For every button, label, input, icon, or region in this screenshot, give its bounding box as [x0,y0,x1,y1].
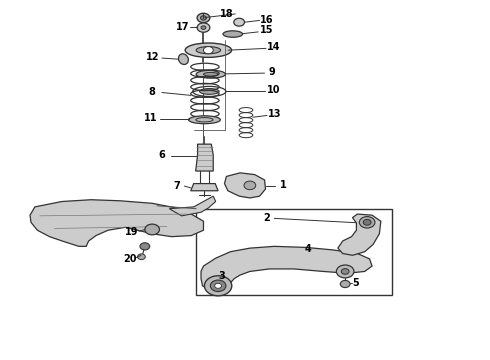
Polygon shape [196,144,213,171]
Ellipse shape [199,89,219,94]
Text: 13: 13 [268,109,281,119]
Circle shape [244,181,256,190]
Circle shape [201,26,206,30]
Text: 16: 16 [260,15,274,25]
Ellipse shape [196,46,220,54]
Polygon shape [30,200,203,246]
Circle shape [234,18,245,26]
Circle shape [197,23,210,32]
Circle shape [336,265,354,278]
Text: 20: 20 [123,254,137,264]
Circle shape [363,220,371,225]
Ellipse shape [203,72,218,76]
Text: 12: 12 [147,52,160,62]
Circle shape [140,243,150,250]
Circle shape [215,283,221,288]
Text: 8: 8 [149,87,156,97]
Text: 14: 14 [267,42,280,52]
Circle shape [204,276,232,296]
Text: 5: 5 [352,278,359,288]
Text: 7: 7 [173,181,180,191]
Text: 11: 11 [145,113,158,123]
Circle shape [341,269,349,274]
Text: 3: 3 [219,271,225,281]
Polygon shape [191,184,218,191]
Circle shape [359,217,375,228]
Ellipse shape [223,31,243,37]
Circle shape [200,16,206,20]
Circle shape [145,224,159,235]
Text: 4: 4 [304,244,311,254]
Bar [196,209,392,295]
Text: 9: 9 [269,67,275,77]
Text: 18: 18 [220,9,234,19]
Polygon shape [201,246,372,293]
Circle shape [197,13,210,23]
Text: 19: 19 [125,227,138,237]
Circle shape [203,46,213,54]
Ellipse shape [178,54,189,64]
Ellipse shape [196,70,225,78]
Text: 17: 17 [176,22,189,32]
Circle shape [138,254,146,260]
Circle shape [210,280,226,292]
Ellipse shape [185,43,232,57]
Text: 10: 10 [267,85,280,95]
Polygon shape [169,196,216,216]
Text: 15: 15 [260,26,274,35]
Polygon shape [338,214,381,255]
Text: 1: 1 [280,180,287,190]
Text: 6: 6 [159,150,165,160]
Circle shape [340,280,350,288]
Text: 2: 2 [264,213,270,222]
Ellipse shape [189,116,220,124]
Polygon shape [224,173,266,198]
